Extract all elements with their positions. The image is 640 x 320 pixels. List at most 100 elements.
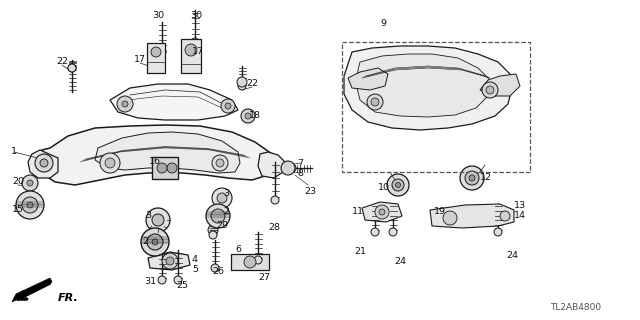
Circle shape xyxy=(460,166,484,190)
Circle shape xyxy=(221,99,235,113)
Circle shape xyxy=(68,64,76,72)
Circle shape xyxy=(211,264,219,272)
Circle shape xyxy=(367,94,383,110)
Circle shape xyxy=(122,101,128,107)
Polygon shape xyxy=(110,84,238,120)
Circle shape xyxy=(443,211,457,225)
Polygon shape xyxy=(356,54,490,117)
Circle shape xyxy=(244,256,256,268)
Circle shape xyxy=(157,163,167,173)
Circle shape xyxy=(469,175,475,181)
Text: 18: 18 xyxy=(249,111,261,121)
Polygon shape xyxy=(430,204,514,228)
Text: 31: 31 xyxy=(144,277,156,286)
Polygon shape xyxy=(348,68,388,90)
Circle shape xyxy=(68,64,76,72)
Text: 3: 3 xyxy=(223,189,229,198)
Text: 23: 23 xyxy=(304,188,316,196)
Circle shape xyxy=(241,109,255,123)
Text: 30: 30 xyxy=(152,11,164,20)
Circle shape xyxy=(162,253,178,269)
Text: 1: 1 xyxy=(11,148,17,156)
Text: 9: 9 xyxy=(380,19,386,28)
Polygon shape xyxy=(12,278,52,302)
Circle shape xyxy=(212,188,232,208)
Text: 7: 7 xyxy=(297,158,303,167)
Text: 13: 13 xyxy=(514,202,526,211)
Text: 20: 20 xyxy=(12,178,24,187)
Circle shape xyxy=(375,205,389,219)
Circle shape xyxy=(371,98,379,106)
Circle shape xyxy=(105,158,115,168)
Circle shape xyxy=(209,231,217,239)
FancyBboxPatch shape xyxy=(152,157,178,179)
Circle shape xyxy=(494,228,502,236)
Circle shape xyxy=(191,38,199,46)
Text: 5: 5 xyxy=(192,266,198,275)
Circle shape xyxy=(465,171,479,185)
Polygon shape xyxy=(480,74,520,96)
Text: 19: 19 xyxy=(434,207,446,217)
Circle shape xyxy=(389,228,397,236)
FancyBboxPatch shape xyxy=(181,39,201,73)
Text: 29: 29 xyxy=(216,221,228,230)
Circle shape xyxy=(22,197,38,213)
Circle shape xyxy=(396,182,401,188)
Text: 2: 2 xyxy=(223,207,229,217)
Text: 24: 24 xyxy=(506,251,518,260)
Circle shape xyxy=(238,82,246,90)
Circle shape xyxy=(152,214,164,226)
Circle shape xyxy=(217,193,227,203)
Text: FR.: FR. xyxy=(58,293,79,303)
Circle shape xyxy=(141,228,169,256)
Circle shape xyxy=(158,276,166,284)
Circle shape xyxy=(211,209,225,223)
Text: 12: 12 xyxy=(480,173,492,182)
Polygon shape xyxy=(95,132,240,173)
Circle shape xyxy=(22,175,38,191)
Text: 14: 14 xyxy=(514,212,526,220)
Circle shape xyxy=(392,179,404,191)
Circle shape xyxy=(212,155,228,171)
Text: 11: 11 xyxy=(352,207,364,217)
Circle shape xyxy=(486,86,494,94)
Polygon shape xyxy=(258,152,285,178)
Circle shape xyxy=(216,159,224,167)
Text: 2: 2 xyxy=(142,237,148,246)
Circle shape xyxy=(371,228,379,236)
Circle shape xyxy=(281,161,295,175)
Text: 17: 17 xyxy=(134,55,146,65)
Circle shape xyxy=(40,159,48,167)
Circle shape xyxy=(27,180,33,186)
Circle shape xyxy=(225,103,231,109)
Circle shape xyxy=(35,154,53,172)
Polygon shape xyxy=(344,46,512,130)
Text: 22: 22 xyxy=(56,58,68,67)
Bar xyxy=(342,42,530,172)
Text: 30: 30 xyxy=(190,11,202,20)
Circle shape xyxy=(271,196,279,204)
Text: 8: 8 xyxy=(297,169,303,178)
Circle shape xyxy=(146,208,170,232)
Circle shape xyxy=(254,256,262,264)
Circle shape xyxy=(152,239,158,245)
FancyBboxPatch shape xyxy=(147,43,165,73)
Circle shape xyxy=(237,77,247,87)
Circle shape xyxy=(482,82,498,98)
Circle shape xyxy=(117,96,133,112)
Circle shape xyxy=(166,257,174,265)
Text: 28: 28 xyxy=(268,223,280,233)
Text: 26: 26 xyxy=(212,268,224,276)
Circle shape xyxy=(167,163,177,173)
Circle shape xyxy=(147,234,163,250)
Polygon shape xyxy=(148,252,190,270)
Polygon shape xyxy=(38,125,275,185)
Text: 16: 16 xyxy=(149,157,161,166)
Text: 10: 10 xyxy=(378,183,390,193)
Circle shape xyxy=(387,174,409,196)
Text: 4: 4 xyxy=(192,255,198,265)
Text: 22: 22 xyxy=(246,79,258,89)
Text: 6: 6 xyxy=(235,245,241,254)
Circle shape xyxy=(16,191,44,219)
Circle shape xyxy=(185,44,197,56)
